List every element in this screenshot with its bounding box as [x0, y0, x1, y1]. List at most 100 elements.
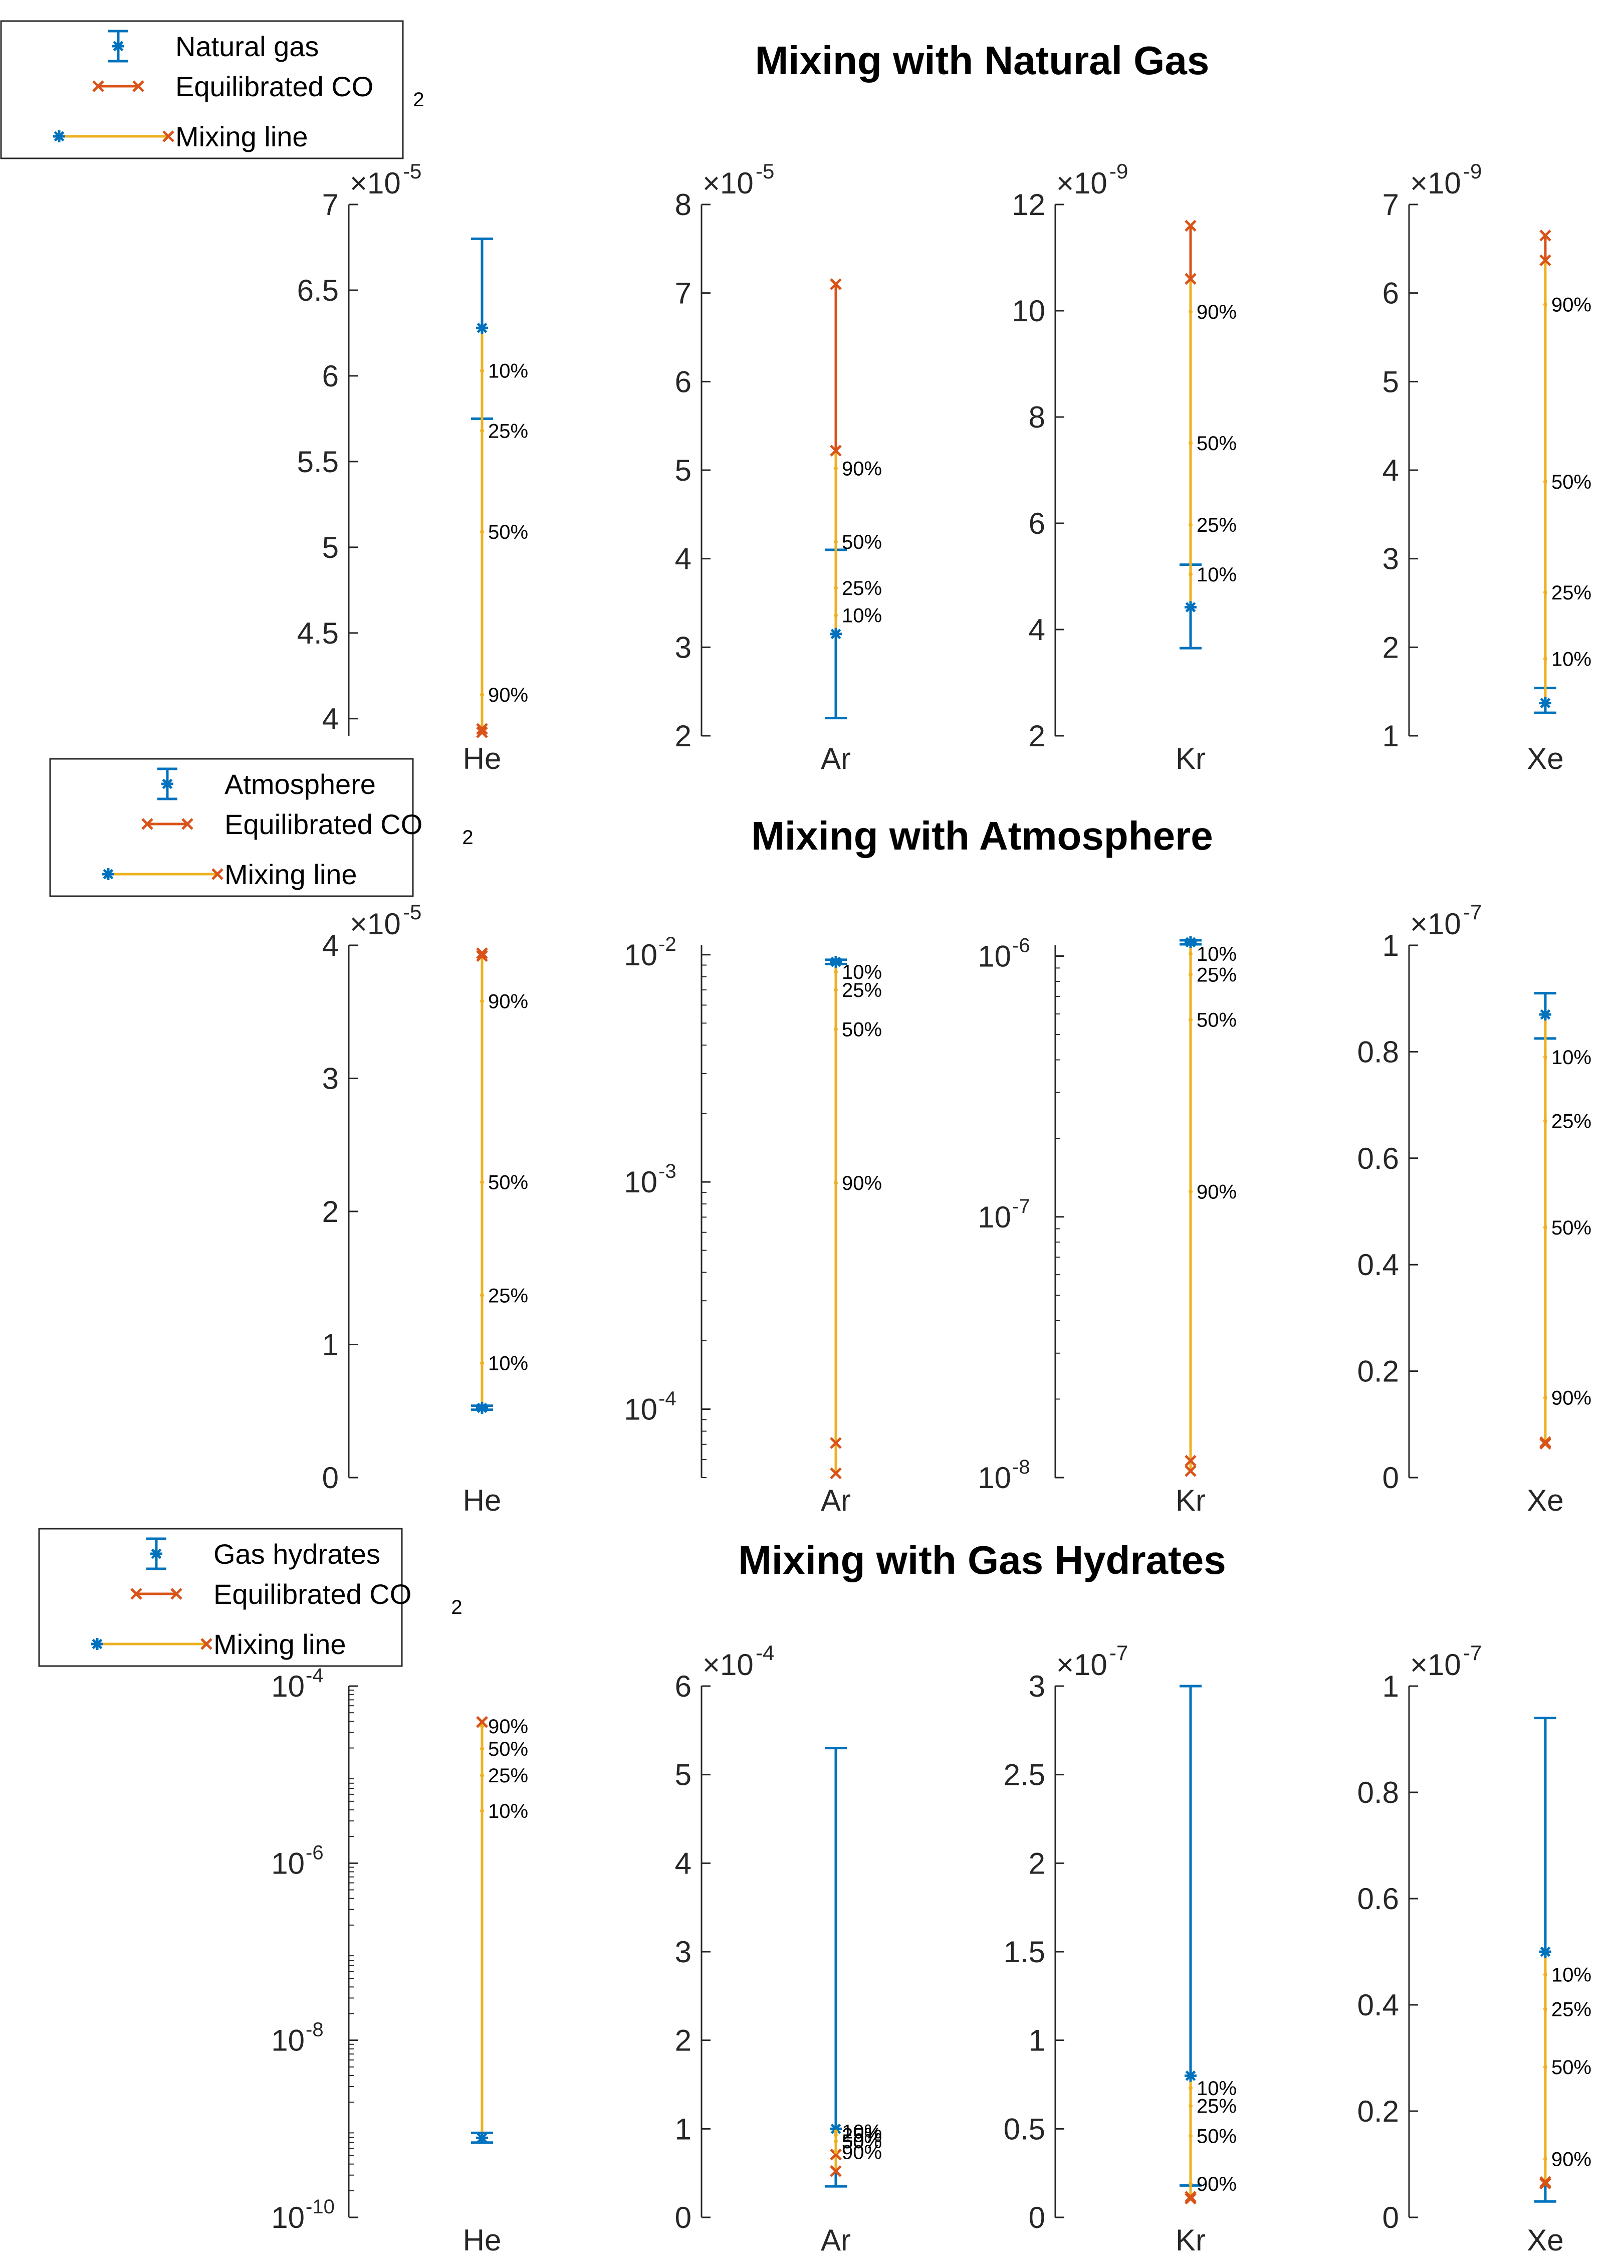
tick-label: 6	[1382, 277, 1399, 310]
tick-label: 10	[271, 2024, 305, 2057]
tick-label: 10	[978, 1461, 1011, 1495]
axis-multiplier: ×10 -9	[1410, 159, 1482, 200]
tick-label: 1	[1382, 1670, 1399, 1703]
co2-lower-marker	[830, 445, 842, 457]
tick-label: 5	[675, 454, 691, 487]
tick-label: 2	[675, 2024, 691, 2057]
multiplier-exponent: -7	[1463, 1641, 1482, 1665]
co2-upper-marker	[830, 1437, 842, 1449]
tick-label: 6.5	[297, 274, 339, 307]
axis-multiplier: ×10 -5	[703, 159, 774, 200]
mix-point	[480, 1724, 484, 1728]
legend-co2-label: Equilibrated CO	[224, 808, 422, 840]
mix-point-label: 25%	[1197, 2095, 1237, 2117]
x-label: Kr	[1176, 1484, 1206, 1517]
tick-label: 10	[624, 938, 657, 972]
legend-mix-start-icon	[53, 130, 65, 142]
mix-point-label: 25%	[842, 979, 882, 1001]
mix-point	[1543, 479, 1547, 484]
panel-he: 4 4.5 5 5.5 6 6.5 7 ×10 -5 He 10% 25% 50% 90%	[297, 159, 528, 775]
end-member-marker	[830, 2123, 842, 2135]
co2-lower-marker	[1185, 273, 1197, 285]
mix-point	[480, 530, 484, 534]
tick-label: 1.5	[1004, 1935, 1045, 1969]
multiplier-exponent: -4	[756, 1641, 774, 1665]
tick-label: 3	[1029, 1670, 1045, 1703]
legend-cross-icon	[170, 1588, 182, 1600]
legend-mix-start-icon	[102, 868, 114, 880]
mix-point	[480, 692, 484, 697]
tick-label: 10	[624, 1165, 657, 1199]
panel-he: 0 1 2 3 4 ×10 -5 He 10% 25% 50% 90%	[322, 900, 528, 1517]
mix-point-label: 25%	[1551, 1998, 1591, 2020]
mix-point	[834, 2129, 838, 2134]
tick-label: 10	[624, 1393, 657, 1426]
mix-point-label: 10%	[1197, 943, 1237, 965]
mix-point	[1543, 590, 1547, 594]
multiplier-exponent: -5	[403, 159, 421, 183]
x-label: Ar	[821, 1484, 851, 1517]
x-label: He	[463, 742, 502, 775]
tick-label: 1	[1382, 929, 1399, 962]
tick-label: 7	[1382, 188, 1399, 222]
tick-label: 6	[675, 365, 691, 398]
mix-point-label: 90%	[842, 1172, 882, 1194]
tick-label: 10	[978, 940, 1011, 973]
axis-multiplier: ×10 -7	[1056, 1641, 1128, 1682]
axis-multiplier: ×10 -7	[1410, 1641, 1482, 1682]
legend-star-icon	[112, 40, 124, 52]
end-member-marker	[1539, 1008, 1551, 1021]
legend-cross-icon	[92, 80, 104, 92]
legend-mix-start-icon	[91, 1638, 103, 1650]
tick-exponent: -8	[1012, 1456, 1030, 1478]
tick-label: 10	[271, 1846, 305, 1880]
tick-label: 1	[322, 1328, 339, 1362]
tick-label: 0.4	[1357, 1988, 1399, 2022]
mix-point-label: 50%	[1551, 471, 1591, 493]
tick-label: 1	[1382, 719, 1399, 753]
mix-point-label: 50%	[1551, 2056, 1591, 2079]
multiplier-base: ×10	[1410, 907, 1461, 941]
tick-label: 3	[322, 1062, 339, 1096]
tick-label: 5	[1382, 365, 1399, 398]
mix-point	[834, 1027, 838, 1032]
tick-label: 3	[675, 1935, 691, 1969]
tick-exponent: -3	[658, 1160, 676, 1182]
co2-lower-marker	[476, 1716, 488, 1728]
multiplier-base: ×10	[350, 166, 401, 200]
x-label: Kr	[1176, 742, 1206, 775]
legend-mixing-label: Mixing line	[224, 859, 357, 890]
multiplier-base: ×10	[1056, 1648, 1107, 1682]
mix-point	[1189, 572, 1193, 576]
mix-point	[480, 1361, 484, 1365]
tick-label: 2	[1382, 631, 1399, 664]
x-label: Ar	[821, 742, 851, 775]
legend-end-member-label: Atmosphere	[224, 768, 376, 800]
tick-exponent: -7	[1012, 1195, 1030, 1217]
legend-co2-label: Equilibrated CO	[213, 1578, 411, 1610]
mix-point	[1189, 952, 1193, 956]
mix-point-label: 90%	[1197, 301, 1237, 323]
axis-multiplier: ×10 -4	[703, 1641, 774, 1682]
co2-upper-marker	[476, 726, 488, 738]
multiplier-base: ×10	[703, 166, 754, 200]
tick-exponent: -4	[306, 1665, 324, 1687]
mix-point	[834, 2133, 838, 2137]
mix-point	[1189, 2086, 1193, 2091]
mix-point-label: 50%	[1197, 433, 1237, 455]
mix-point-label: 10%	[842, 961, 882, 983]
multiplier-exponent: -5	[403, 900, 421, 924]
panel-xe: 0 0.2 0.4 0.6 0.8 1 ×10 -7 Xe 10% 25% 50% 90%	[1357, 1641, 1591, 2257]
tick-label: 10	[1012, 294, 1045, 328]
axis-multiplier: ×10 -9	[1056, 159, 1128, 200]
tick-label: 5	[675, 1758, 691, 1792]
mix-point	[834, 585, 838, 590]
multiplier-base: ×10	[703, 1648, 754, 1682]
mix-point	[1543, 1119, 1547, 1123]
tick-label: 4	[1029, 613, 1045, 647]
mix-point	[834, 1181, 838, 1185]
mix-point-label: 50%	[488, 521, 528, 543]
tick-label: 7	[675, 277, 691, 310]
